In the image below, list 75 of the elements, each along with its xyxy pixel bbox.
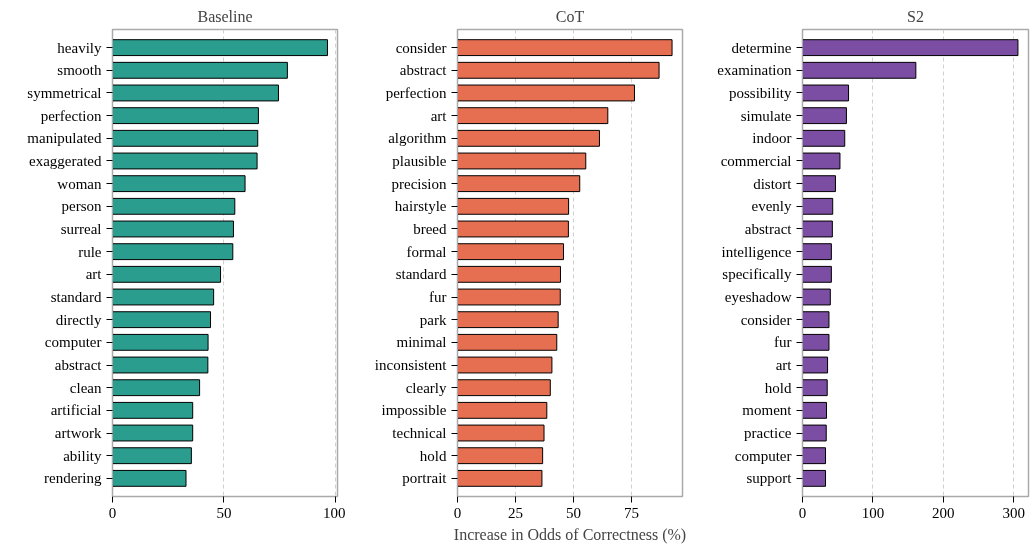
y-tick-label: breed bbox=[413, 221, 447, 237]
y-tick-label: perfection bbox=[385, 84, 447, 101]
y-tick-label: clean bbox=[69, 379, 102, 396]
y-tick-label: surreal bbox=[60, 221, 102, 237]
y-tick-label: computer bbox=[44, 334, 102, 351]
y-tick-label: standard bbox=[50, 289, 102, 305]
y-tick-label: rendering bbox=[44, 470, 102, 487]
y-tick-label: simulate bbox=[740, 107, 792, 124]
chart-title: Baseline bbox=[197, 7, 253, 25]
y-tick-label: perfection bbox=[40, 107, 102, 124]
y-tick-label: intelligence bbox=[721, 243, 792, 260]
y-tick-label: fur bbox=[429, 289, 447, 305]
y-tick-label: consider bbox=[740, 311, 792, 328]
x-axis-title: Increase in Odds of Correctness (%) bbox=[453, 525, 687, 544]
y-tick-label: person bbox=[61, 198, 102, 215]
y-tick-label: standard bbox=[395, 266, 447, 283]
y-tick-label: algorithm bbox=[388, 130, 447, 147]
y-tick-label: abstract bbox=[399, 62, 448, 79]
y-tick-label: evenly bbox=[751, 198, 792, 215]
y-tick-label: art bbox=[775, 357, 793, 374]
y-tick-label: woman bbox=[57, 175, 102, 192]
chart-title: S2 bbox=[907, 7, 924, 25]
x-tick-label: 0 bbox=[453, 504, 462, 521]
chart-title: CoT bbox=[555, 7, 585, 25]
y-tick-label: precision bbox=[391, 175, 447, 192]
y-tick-label: hairstyle bbox=[394, 198, 447, 215]
y-tick-label: specifically bbox=[722, 266, 792, 283]
x-tick-label: 100 bbox=[861, 504, 885, 521]
y-tick-label: eyeshadow bbox=[724, 289, 792, 305]
y-tick-label: artificial bbox=[50, 402, 102, 419]
y-tick-label: symmetrical bbox=[27, 84, 102, 101]
x-tick-label: 50 bbox=[216, 504, 232, 521]
y-tick-label: art bbox=[85, 266, 103, 283]
y-tick-label: portrait bbox=[402, 470, 448, 487]
y-tick-label: ability bbox=[63, 447, 102, 464]
y-tick-label: park bbox=[419, 311, 447, 328]
x-tick-label: 75 bbox=[623, 504, 639, 521]
y-tick-label: inconsistent bbox=[374, 357, 448, 374]
y-tick-label: directly bbox=[55, 311, 102, 328]
x-tick-label: 300 bbox=[1002, 504, 1025, 521]
y-tick-label: indoor bbox=[752, 130, 792, 147]
y-tick-label: heavily bbox=[57, 39, 102, 56]
y-tick-label: formal bbox=[406, 243, 447, 260]
y-tick-label: plausible bbox=[392, 152, 447, 169]
y-tick-label: impossible bbox=[381, 402, 447, 419]
y-tick-label: abstract bbox=[744, 221, 793, 237]
y-tick-label: abstract bbox=[54, 357, 103, 374]
y-tick-label: support bbox=[746, 470, 793, 487]
y-tick-label: manipulated bbox=[27, 130, 102, 147]
y-tick-label: exaggerated bbox=[29, 152, 102, 169]
y-tick-label: distort bbox=[753, 175, 793, 192]
y-tick-label: smooth bbox=[57, 62, 102, 79]
y-tick-label: hold bbox=[764, 379, 792, 396]
y-tick-label: determine bbox=[731, 39, 792, 56]
y-tick-label: fur bbox=[774, 334, 792, 351]
y-tick-label: moment bbox=[742, 402, 793, 419]
y-tick-label: examination bbox=[717, 62, 792, 79]
y-tick-label: commercial bbox=[720, 152, 792, 169]
y-tick-label: artwork bbox=[54, 425, 102, 442]
y-tick-label: art bbox=[430, 107, 448, 124]
x-tick-label: 0 bbox=[108, 504, 117, 521]
y-tick-label: computer bbox=[734, 447, 792, 464]
y-tick-label: consider bbox=[395, 39, 447, 56]
x-tick-label: 50 bbox=[565, 504, 581, 521]
x-tick-label: 0 bbox=[798, 504, 807, 521]
x-tick-label: 200 bbox=[932, 504, 955, 521]
y-tick-label: minimal bbox=[396, 334, 447, 351]
y-tick-label: possibility bbox=[728, 84, 792, 101]
y-tick-label: hold bbox=[419, 447, 447, 464]
y-tick-label: rule bbox=[78, 243, 102, 260]
y-tick-label: technical bbox=[392, 425, 447, 442]
x-tick-label: 25 bbox=[507, 504, 523, 521]
y-tick-label: clearly bbox=[405, 379, 447, 396]
x-tick-label: 100 bbox=[323, 504, 346, 521]
y-tick-label: practice bbox=[744, 425, 792, 442]
